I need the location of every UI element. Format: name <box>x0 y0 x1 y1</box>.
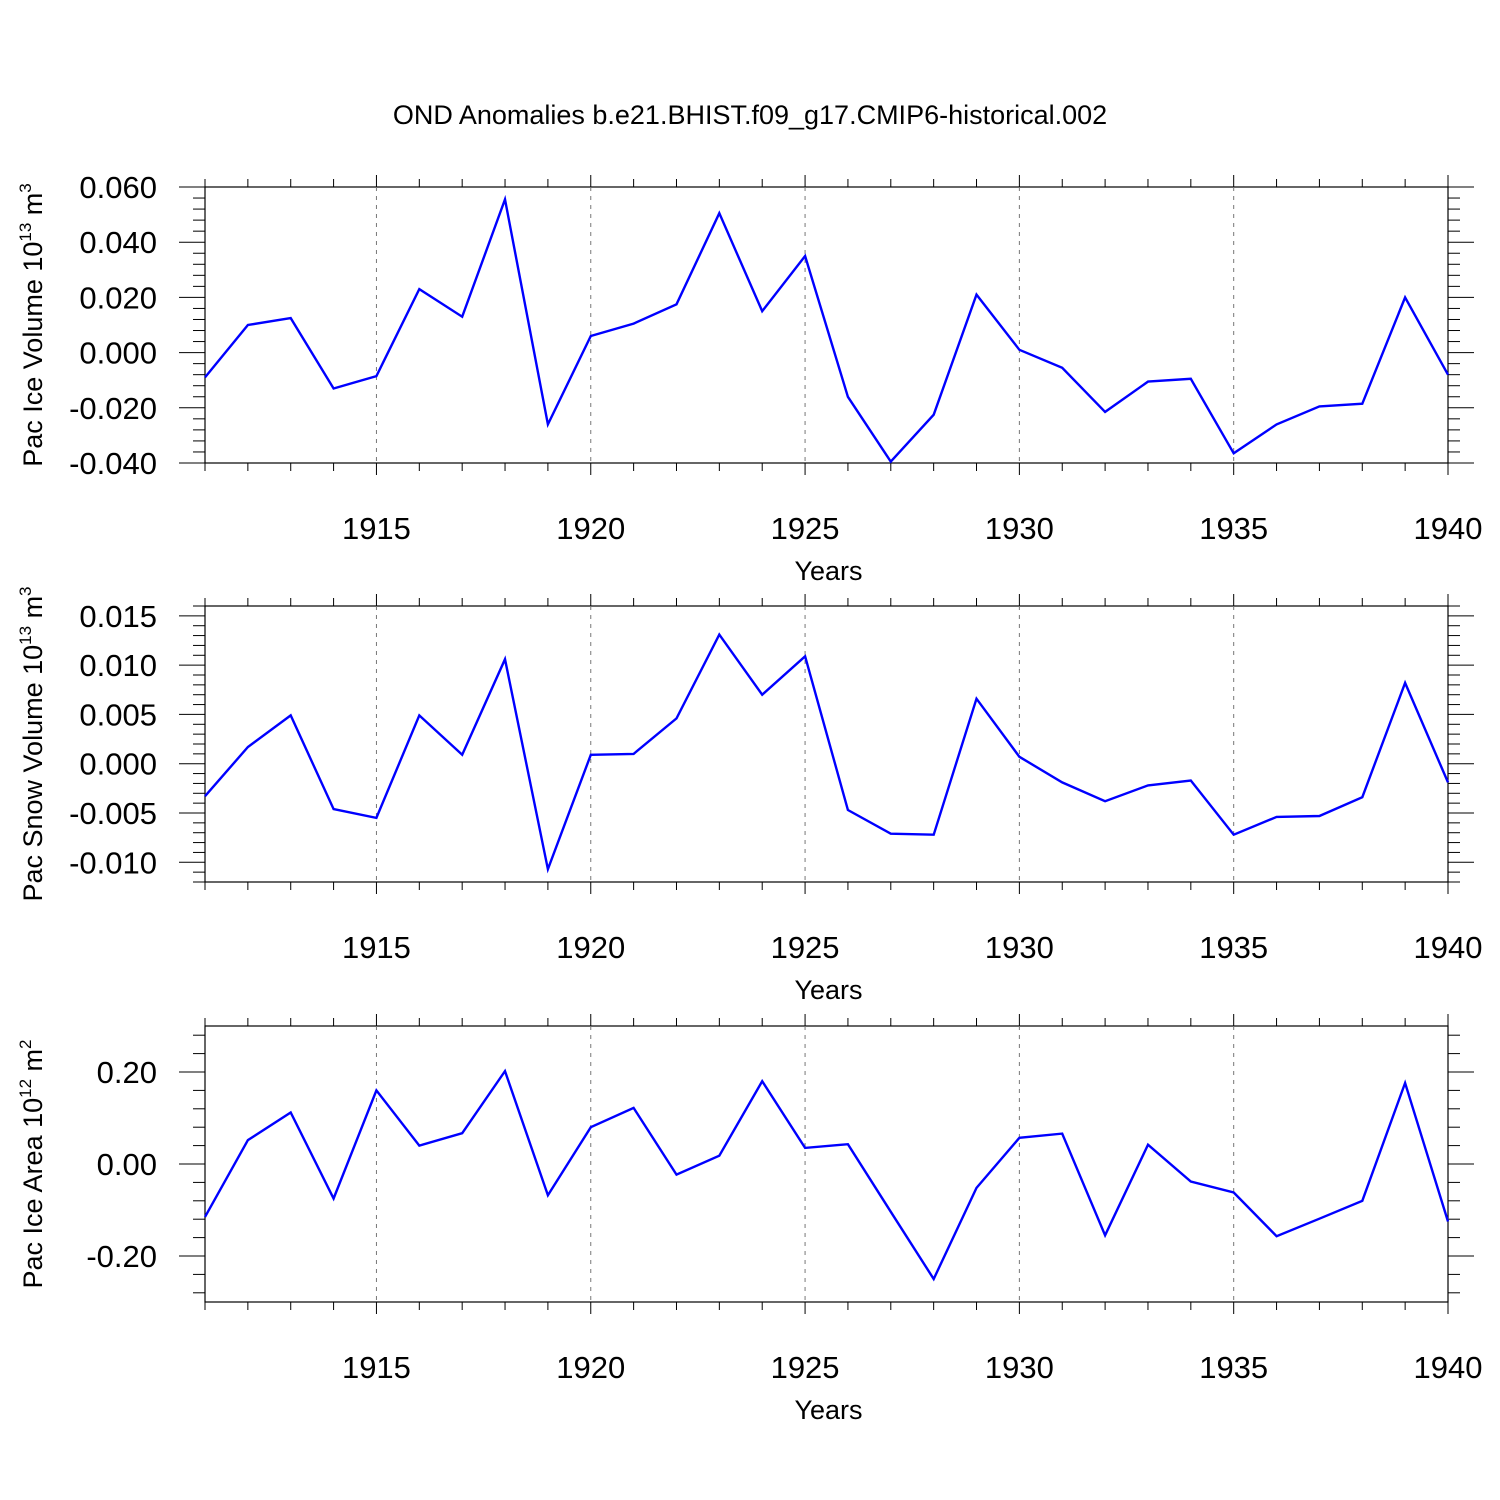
y-tick-label: 0.000 <box>79 747 157 782</box>
panel-2: -0.010 -0.005 0.000 0.005 0.010 0.015 1915 1920… <box>16 586 1482 1005</box>
x-tick-label: 1940 <box>1414 1350 1483 1385</box>
y-tick-label: 0.020 <box>79 280 157 315</box>
y-tick-label: -0.010 <box>69 845 157 880</box>
x-axis-label: Years <box>794 556 862 586</box>
y-tick-label: 0.20 <box>97 1055 157 1090</box>
series-line <box>203 1068 1450 1282</box>
y-tick-label: -0.020 <box>69 391 157 426</box>
x-axis-label: Years <box>794 975 862 1005</box>
panel-3: -0.20 0.00 0.20 1915 1920 1925 1930 1935 1940 Yea… <box>16 1014 1482 1425</box>
x-tick-label: 1935 <box>1199 511 1268 546</box>
x-tick-label: 1920 <box>556 930 625 965</box>
y-axis-label: Pac Snow Volume 1013 m3 <box>16 586 48 901</box>
plot-frame <box>204 1025 1449 1303</box>
y-tick-label: 0.000 <box>79 336 157 371</box>
x-tick-label: 1930 <box>985 511 1054 546</box>
x-tick-label: 1915 <box>342 511 411 546</box>
x-tick-label: 1915 <box>342 1350 411 1385</box>
y-tick-label: 0.00 <box>97 1147 157 1182</box>
x-tick-label: 1940 <box>1414 930 1483 965</box>
y-tick-label: 0.060 <box>79 170 157 205</box>
x-tick-label: 1940 <box>1414 511 1483 546</box>
x-tick-label: 1925 <box>771 1350 840 1385</box>
y-tick-label: -0.040 <box>69 446 157 481</box>
x-tick-label: 1925 <box>771 930 840 965</box>
x-tick-label: 1930 <box>985 930 1054 965</box>
plot-frame <box>204 186 1449 464</box>
y-tick-label: 0.040 <box>79 225 157 260</box>
x-tick-label: 1920 <box>556 1350 625 1385</box>
y-tick-label: 0.015 <box>79 599 157 634</box>
y-tick-label: 0.010 <box>79 648 157 683</box>
x-tick-label: 1915 <box>342 930 411 965</box>
x-tick-label: 1920 <box>556 511 625 546</box>
y-axis-label: Pac Ice Volume 1013 m3 <box>16 183 48 467</box>
x-tick-label: 1925 <box>771 511 840 546</box>
x-axis-label: Years <box>794 1395 862 1425</box>
y-axis-label: Pac Ice Area 1012 m2 <box>16 1039 48 1288</box>
y-tick-label: 0.005 <box>79 697 157 732</box>
panel-1: -0.040 -0.020 0.000 0.020 0.040 0.060 1915 1920… <box>16 170 1482 586</box>
plot-frame <box>204 605 1449 883</box>
chart-title: OND Anomalies b.e21.BHIST.f09_g17.CMIP6-… <box>393 100 1107 130</box>
series-line <box>204 632 1450 874</box>
y-tick-label: -0.005 <box>69 796 157 831</box>
x-tick-label: 1930 <box>985 1350 1054 1385</box>
y-tick-label: -0.20 <box>86 1239 157 1274</box>
x-tick-label: 1935 <box>1199 930 1268 965</box>
x-tick-label: 1935 <box>1199 1350 1268 1385</box>
series-line <box>204 194 1450 464</box>
